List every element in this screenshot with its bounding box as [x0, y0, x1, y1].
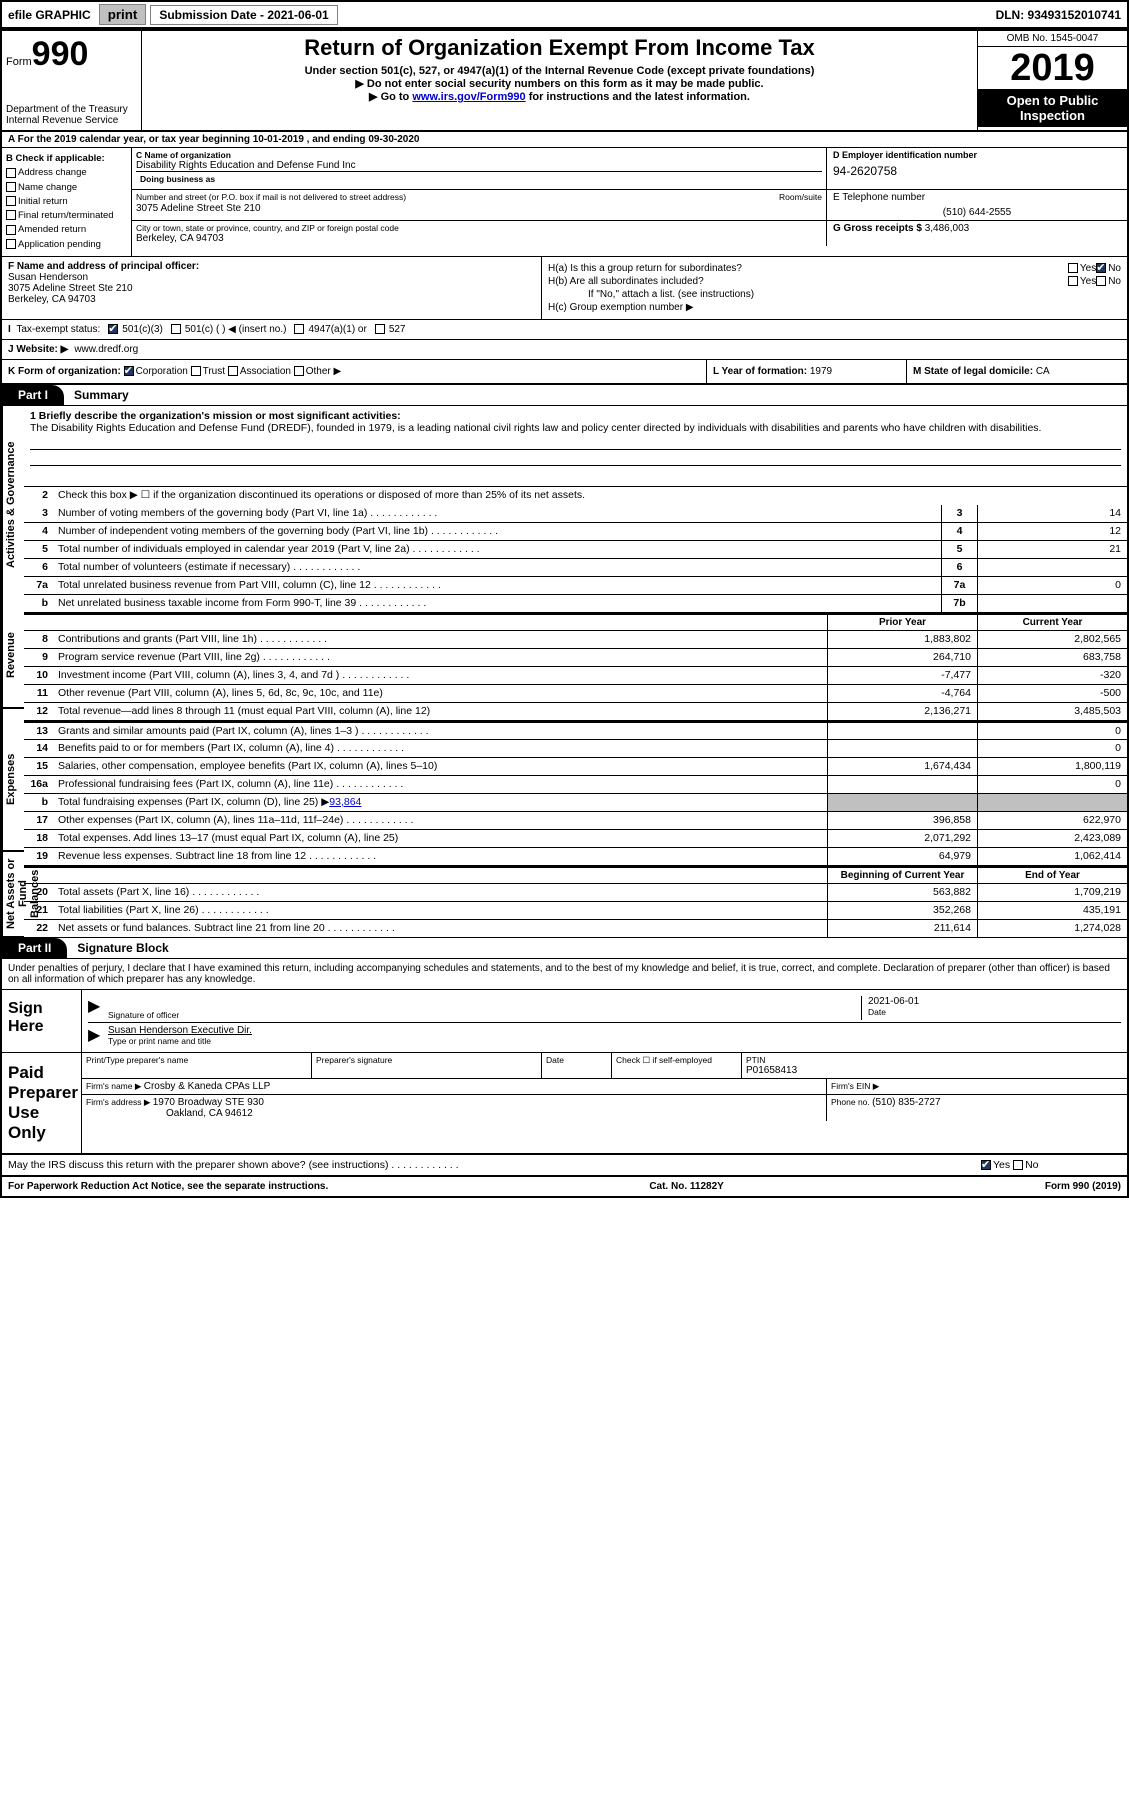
- efile-topbar: efile GRAPHIC print Submission Date - 20…: [0, 0, 1129, 29]
- header-left: Form990 Department of the Treasury Inter…: [2, 31, 142, 130]
- form-subtitle: Under section 501(c), 527, or 4947(a)(1)…: [152, 65, 967, 77]
- chk-final-return[interactable]: [6, 210, 16, 220]
- tax-year: 2019: [978, 47, 1127, 89]
- org-info-section: B Check if applicable: Address change Na…: [2, 148, 1127, 256]
- chk-4947[interactable]: [294, 324, 304, 334]
- k-l-m-row: K Form of organization: Corporation Trus…: [2, 360, 1127, 385]
- chk-trust[interactable]: [191, 366, 201, 376]
- discuss-no[interactable]: [1013, 1160, 1023, 1170]
- perjury-declaration: Under penalties of perjury, I declare th…: [2, 959, 1127, 990]
- section-h: H(a) Is this a group return for subordin…: [542, 257, 1127, 319]
- form-header: Form990 Department of the Treasury Inter…: [2, 31, 1127, 132]
- box-b-checkboxes: B Check if applicable: Address change Na…: [2, 148, 132, 256]
- chk-501c3[interactable]: [108, 324, 118, 334]
- chk-corporation[interactable]: [124, 366, 134, 376]
- org-name-address: C Name of organization Disability Rights…: [132, 148, 1127, 256]
- part1-header: Part I Summary: [2, 385, 1127, 406]
- gross-receipts: G Gross receipts $ 3,486,003: [827, 221, 1127, 246]
- vlabel-revenue: Revenue: [2, 604, 24, 709]
- chk-association[interactable]: [228, 366, 238, 376]
- street-address: 3075 Adeline Street Ste 210: [136, 203, 822, 214]
- header-right: OMB No. 1545-0047 2019 Open to Public In…: [977, 31, 1127, 130]
- tax-period: A For the 2019 calendar year, or tax yea…: [2, 132, 1127, 148]
- chk-initial-return[interactable]: [6, 196, 16, 206]
- org-name: Disability Rights Education and Defense …: [136, 160, 822, 171]
- form-990: Form990 Department of the Treasury Inter…: [0, 29, 1129, 1198]
- print-button[interactable]: print: [99, 4, 147, 25]
- city-state-zip: Berkeley, CA 94703: [136, 233, 822, 244]
- chk-amended-return[interactable]: [6, 225, 16, 235]
- form-title: Return of Organization Exempt From Incom…: [152, 35, 967, 61]
- mission-text: The Disability Rights Education and Defe…: [30, 422, 1041, 434]
- dept-treasury: Department of the Treasury: [6, 104, 137, 115]
- officer-h-section: F Name and address of principal officer:…: [2, 256, 1127, 320]
- goto-instructions: ▶ Go to www.irs.gov/Form990 for instruct…: [152, 90, 967, 103]
- vlabel-expenses: Expenses: [2, 709, 24, 852]
- ha-no[interactable]: [1096, 263, 1106, 273]
- dln: DLN: 93493152010741: [996, 8, 1127, 22]
- hb-no[interactable]: [1096, 276, 1106, 286]
- header-middle: Return of Organization Exempt From Incom…: [142, 31, 977, 130]
- chk-501c[interactable]: [171, 324, 181, 334]
- submission-date: Submission Date - 2021-06-01: [150, 5, 337, 25]
- part2-header: Part II Signature Block: [2, 938, 1127, 959]
- ssn-warning: ▶ Do not enter social security numbers o…: [152, 77, 967, 90]
- omb-number: OMB No. 1545-0047: [978, 31, 1127, 47]
- part1-body: Activities & Governance Revenue Expenses…: [2, 406, 1127, 938]
- open-public-badge: Open to Public Inspection: [978, 89, 1127, 127]
- efile-label: efile GRAPHIC: [2, 8, 97, 22]
- chk-address-change[interactable]: [6, 168, 16, 178]
- sign-here-section: Sign Here ▶ Signature of officer 2021-06…: [2, 990, 1127, 1053]
- chk-other[interactable]: [294, 366, 304, 376]
- chk-application-pending[interactable]: [6, 239, 16, 249]
- vlabel-governance: Activities & Governance: [2, 406, 24, 604]
- form-footer: For Paperwork Reduction Act Notice, see …: [2, 1176, 1127, 1196]
- hb-yes[interactable]: [1068, 276, 1078, 286]
- discuss-yes[interactable]: [981, 1160, 991, 1170]
- tax-exempt-status: I Tax-exempt status: 501(c)(3) 501(c) ( …: [2, 320, 1127, 340]
- mission-block: 1 Briefly describe the organization's mi…: [24, 406, 1127, 487]
- irs-label: Internal Revenue Service: [6, 115, 137, 126]
- irs-form990-link[interactable]: www.irs.gov/Form990: [412, 91, 525, 103]
- paid-preparer-section: Paid Preparer Use Only Print/Type prepar…: [2, 1053, 1127, 1154]
- website-value: www.dredf.org: [74, 344, 138, 355]
- ein-value: 94-2620758: [833, 160, 1121, 178]
- phone-value: (510) 644-2555: [833, 203, 1121, 218]
- form-number: Form990: [6, 35, 137, 74]
- vlabel-netassets: Net Assets or Fund Balances: [2, 852, 24, 938]
- ha-yes[interactable]: [1068, 263, 1078, 273]
- website-row: J Website: ▶ www.dredf.org: [2, 340, 1127, 360]
- chk-527[interactable]: [375, 324, 385, 334]
- chk-name-change[interactable]: [6, 182, 16, 192]
- principal-officer: F Name and address of principal officer:…: [2, 257, 542, 319]
